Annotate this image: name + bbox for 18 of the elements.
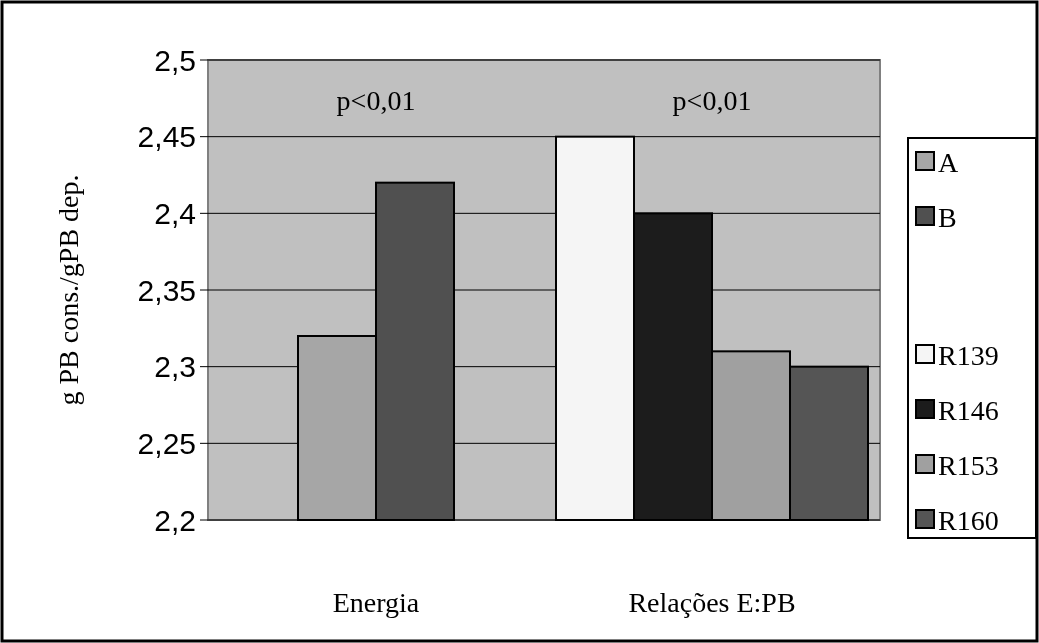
- annotation: p<0,01: [672, 85, 752, 116]
- annotation: p<0,01: [336, 85, 416, 116]
- y-tick-label: 2,35: [137, 273, 196, 307]
- legend-label: A: [938, 146, 959, 178]
- y-tick-label: 2,25: [137, 426, 196, 460]
- y-tick-label: 2,45: [137, 120, 196, 154]
- y-tick-label: 2,2: [154, 503, 196, 537]
- legend-label: R139: [938, 339, 999, 371]
- y-tick-label: 2,3: [154, 350, 196, 384]
- legend-label: R146: [938, 394, 999, 426]
- x-tick-label: Relações E:PB: [628, 587, 796, 618]
- legend-label: B: [938, 201, 957, 233]
- legend-label: R153: [938, 449, 999, 481]
- legend-label: R160: [938, 504, 999, 536]
- x-tick-label: Energia: [332, 587, 420, 618]
- y-tick-label: 2,4: [154, 196, 196, 230]
- y-tick-label: 2,5: [154, 43, 196, 77]
- y-axis-title: g PB cons./gPB dep.: [53, 174, 84, 406]
